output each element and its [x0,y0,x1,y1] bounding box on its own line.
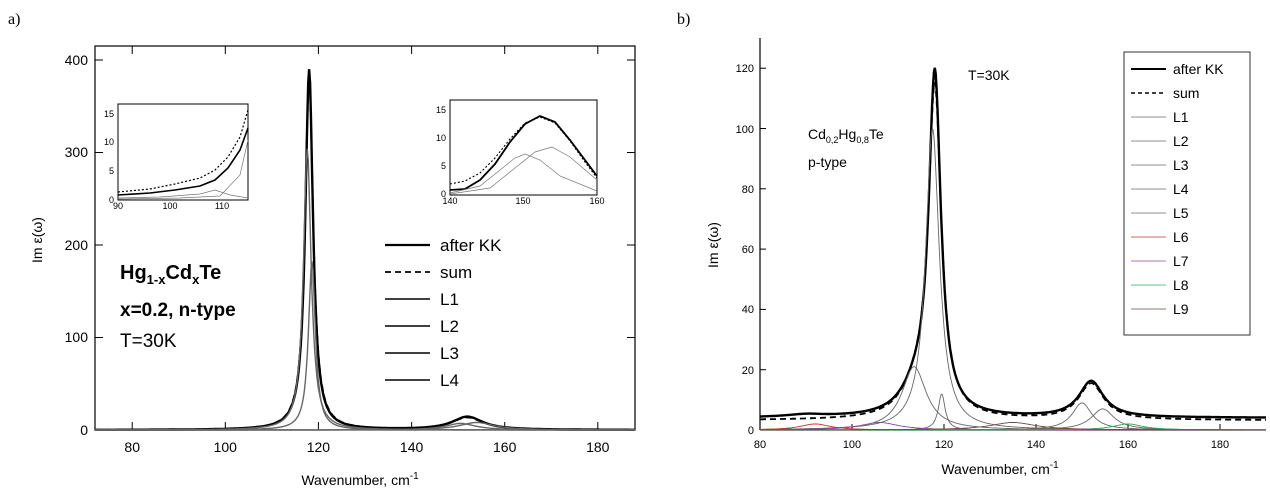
panel-b-xtick-label: 100 [843,439,861,451]
panel-b-legend-label: L6 [1173,229,1189,245]
series-line-sum [760,82,1266,421]
panel-a-legend: after KK sum L1 L2 L3 L4 [385,236,502,390]
panel-a-ytick-label: 400 [65,52,89,68]
inset-left-ytick: 5 [109,166,114,176]
panel-a-inset-right: 140 150 160 0 5 10 15 [436,99,605,206]
inset-right-ytick: 15 [436,105,446,115]
panel-b-ytick-label: 20 [742,365,754,377]
inset-right-xtick: 160 [589,196,604,206]
panel-b-xtick-label: 140 [1027,439,1045,451]
panel-a-label: a) [8,11,20,28]
panel-b-label: b) [677,11,690,28]
panel-a-ytick-label: 200 [65,237,89,253]
panel-a-xtick-label: 140 [400,439,424,455]
panel-b-x-axis-title: Wavenumber, cm-1 [941,460,1059,477]
panel-a-y-axis-title: Im ε(ω) [29,217,45,263]
series-line-l4 [95,421,635,431]
panel-a-xtick-label: 80 [124,439,140,455]
panel-b-legend-label: L9 [1173,301,1189,317]
panel-a-xtick-label: 180 [586,439,610,455]
inset-left-ytick: 10 [104,137,114,147]
panel-b-y-axis-title: Im ε(ω) [705,222,721,268]
panel-a-series [95,69,635,431]
panel-a-ytick-label: 100 [65,329,89,345]
panel-a-x-axis-title: Wavenumber, cm-1 [301,471,419,488]
panel-b-ytick-label: 80 [742,184,754,196]
panel-b-legend-label: L5 [1173,205,1189,221]
panel-a-legend-label: L3 [440,344,459,363]
panel-b-legend-label: L2 [1173,133,1189,149]
panel-b-legend-label: L8 [1173,277,1189,293]
panel-a-ytick-label: 300 [65,144,89,160]
panel-a-doping: x=0.2, n-type [120,300,236,321]
panel-a-ytick-label: 0 [80,422,88,438]
panel-b-ytick-label: 120 [736,63,754,75]
panel-a-legend-label: L2 [440,317,459,336]
inset-right-xtick: 140 [442,196,457,206]
series-line-l9 [760,422,1266,431]
panel-b-composition: Cd0,2Hg0,8Te [808,126,884,145]
panel-b-legend-label: L3 [1173,157,1189,173]
panel-b-xtick-label: 120 [935,439,953,451]
panel-b-doping: p-type [808,154,847,170]
panel-a-xtick-label: 160 [493,439,517,455]
inset-left-xtick: 100 [162,201,177,211]
inset-left-xtick: 110 [215,201,229,211]
panel-b-legend-label: L4 [1173,181,1189,197]
panel-b-temperature: T=30K [968,67,1010,83]
panel-a-xtick-label: 100 [214,439,238,455]
panel-a-legend-label: sum [440,263,472,282]
panel-a-y-axis: 0 100 200 300 400 [65,52,635,438]
panel-b-xtick-label: 180 [1211,439,1229,451]
panel-b-legend-label: L7 [1173,253,1189,269]
panel-b-annotation: T=30K Cd0,2Hg0,8Te p-type [808,67,1010,170]
inset-left-ytick: 15 [104,109,114,119]
inset-right-ytick: 10 [436,133,446,143]
panel-a-temperature: T=30K [120,331,177,352]
panel-a-annotation: Hg1-xCdxTe x=0.2, n-type T=30K [120,262,236,352]
panel-b-ytick-label: 60 [742,244,754,256]
inset-right-xtick: 150 [515,196,530,206]
series-line-after-kk [759,67,1266,419]
panel-b-ytick-label: 0 [748,425,754,437]
inset-left-ytick: 0 [109,195,114,205]
panel-a-composition: Hg1-xCdxTe [120,262,221,287]
panel-b-xtick-label: 160 [1119,439,1137,451]
panel-b-legend-label: after KK [1173,61,1224,77]
panel-a-inset-left: 90 100 110 0 5 10 15 [104,103,249,211]
series-line-l2 [760,366,1266,431]
inset-right-ytick: 5 [441,161,446,171]
panel-b-legend-label: sum [1173,85,1199,101]
panel-b-series [759,67,1267,431]
panel-a-legend-label: L1 [440,290,459,309]
panel-b-ytick-label: 100 [736,124,754,136]
panel-b-ytick-label: 40 [742,304,754,316]
panel-a-legend-label: after KK [440,236,502,255]
panel-a-legend-label: L4 [440,371,459,390]
panel-b-xtick-label: 80 [754,439,766,451]
panel-b-legend-label: L1 [1173,109,1189,125]
panel-b-legend: after KK sum L1 L2 L3 L4 L5 L6 L7 L8 L9 [1123,51,1251,336]
inset-right-ytick: 0 [441,189,446,199]
panel-a-xtick-label: 120 [307,439,331,455]
panel-b-x-axis: 80 100 120 140 160 180 [754,424,1229,451]
panel-b-y-axis: 0 20 40 60 80 100 120 [736,63,766,437]
inset-left-xtick: 90 [113,201,123,211]
